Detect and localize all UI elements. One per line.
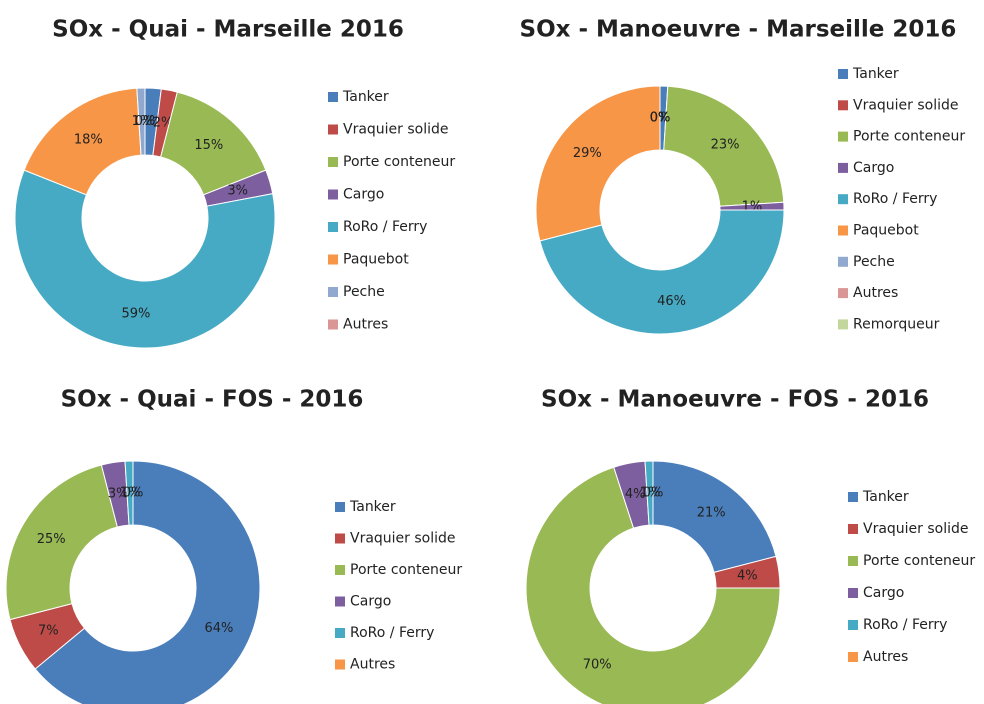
legend-label: Porte conteneur [343, 154, 455, 170]
legend-label: Peche [853, 254, 895, 270]
legend-swatch [848, 588, 858, 598]
legend-swatch [838, 69, 848, 79]
legend-label: RoRo / Ferry [350, 625, 434, 641]
legend-label: Remorqueur [853, 316, 940, 332]
legend-swatch [335, 502, 345, 512]
data-label: 18% [74, 132, 103, 147]
legend-label: Vraquier solide [350, 531, 456, 547]
legend-label: Paquebot [343, 252, 409, 268]
legend-swatch [848, 556, 858, 566]
slice [14, 169, 276, 349]
data-label: 23% [711, 137, 740, 152]
legend-label: Autres [350, 657, 395, 673]
data-label: 1% [132, 114, 153, 129]
data-label: 4% [625, 487, 646, 502]
legend-label: Autres [343, 317, 388, 333]
data-label: 21% [697, 505, 726, 520]
data-label: 0% [123, 486, 144, 501]
data-label: 46% [657, 294, 686, 309]
legend-label: Tanker [852, 66, 899, 82]
chart-title: SOx - Manoeuvre - Marseille 2016 [520, 17, 957, 43]
data-label: 0% [650, 111, 671, 126]
legend-label: Porte conteneur [853, 129, 965, 145]
legend-label: Vraquier solide [863, 521, 969, 537]
legend-label: Porte conteneur [350, 562, 462, 578]
legend-swatch [328, 319, 338, 330]
legend-label: RoRo / Ferry [853, 191, 937, 207]
legend-swatch [838, 288, 848, 299]
data-label: 64% [205, 621, 234, 636]
chart-title: SOx - Quai - Marseille 2016 [52, 17, 404, 43]
legend-swatch [838, 194, 848, 205]
legend-swatch [838, 162, 848, 173]
legend-swatch [838, 256, 848, 267]
legend-swatch [335, 533, 345, 544]
legend-swatch [328, 222, 338, 232]
legend-label: Peche [343, 284, 385, 300]
legend-swatch [848, 652, 858, 662]
legend-swatch [838, 131, 848, 142]
slice [5, 464, 118, 621]
legend-label: Porte conteneur [863, 553, 975, 569]
legend-swatch [335, 565, 345, 575]
legend-label: Tanker [342, 89, 389, 105]
slice [136, 87, 146, 156]
slice [539, 209, 785, 335]
legend-swatch [335, 596, 345, 607]
slice [535, 85, 661, 242]
slice [652, 460, 777, 573]
data-label: 1% [120, 486, 141, 501]
slice [644, 460, 654, 526]
data-label: 15% [194, 138, 223, 153]
legend-swatch [328, 157, 338, 167]
slice [124, 460, 134, 526]
legend-swatch [328, 92, 338, 102]
legend-swatch [328, 124, 338, 135]
slice [663, 85, 785, 207]
data-label: 0% [135, 114, 156, 129]
legend-label: Cargo [343, 187, 384, 203]
legend-label: Autres [853, 285, 898, 301]
data-label: 4% [737, 569, 758, 584]
legend-label: RoRo / Ferry [863, 617, 947, 633]
legend-swatch [838, 319, 848, 330]
legend-swatch [328, 254, 338, 265]
data-label: 0% [643, 486, 664, 501]
legend-label: Cargo [853, 160, 894, 176]
legend-label: Vraquier solide [343, 122, 449, 138]
data-label: 7% [38, 624, 59, 639]
legend-label: Cargo [350, 594, 391, 610]
slice [23, 87, 142, 196]
legend-swatch [335, 659, 345, 670]
data-label: 1% [640, 486, 661, 501]
legend-label: Tanker [349, 499, 396, 515]
legend-swatch [848, 492, 858, 502]
data-label: 70% [583, 657, 612, 672]
legend-swatch [838, 100, 848, 111]
legend-swatch [328, 189, 338, 200]
legend-swatch [838, 225, 848, 236]
data-label: 0% [650, 111, 671, 126]
data-label: 59% [121, 307, 150, 322]
data-label: 0% [650, 111, 671, 126]
legend-swatch [335, 628, 345, 638]
legend-label: Tanker [862, 489, 909, 505]
data-label: 29% [573, 146, 602, 161]
legend-label: Cargo [863, 585, 904, 601]
legend-label: Vraquier solide [853, 97, 959, 113]
legend-label: RoRo / Ferry [343, 219, 427, 235]
data-label: 3% [108, 487, 129, 502]
legend-label: Paquebot [853, 223, 919, 239]
legend-swatch [848, 524, 858, 534]
data-label: 3% [227, 184, 248, 199]
chart-title: SOx - Quai - FOS - 2016 [61, 387, 364, 413]
legend-label: Autres [863, 649, 908, 665]
legend-swatch [848, 620, 858, 630]
slice [525, 466, 781, 704]
data-label: 25% [37, 532, 66, 547]
chart-title: SOx - Manoeuvre - FOS - 2016 [541, 387, 929, 413]
legend-swatch [328, 287, 338, 297]
slice [34, 460, 261, 704]
